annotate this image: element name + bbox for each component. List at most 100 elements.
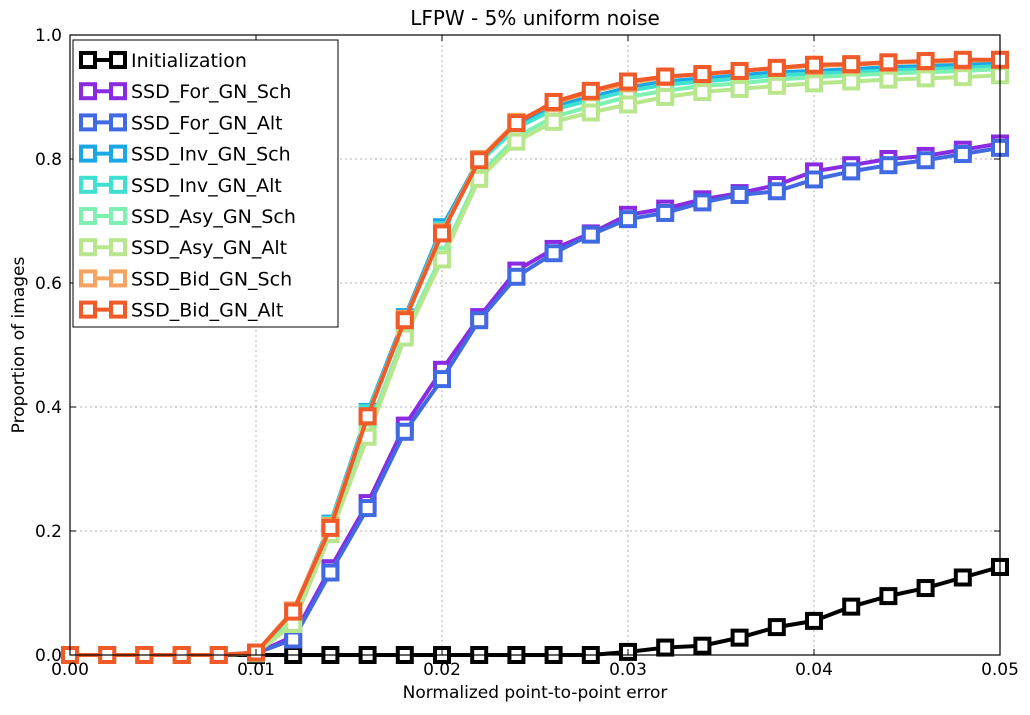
data-point [730,185,749,204]
data-point [433,224,451,243]
data-point [581,103,600,122]
legend-label: SSD_Asy_GN_Alt [131,237,287,259]
data-point [730,79,749,98]
data-point [433,370,451,389]
data-point [767,182,786,201]
data-point [842,162,861,181]
data-point [284,602,303,621]
data-point [470,169,489,188]
legend-item: Initialization [79,50,247,72]
data-point [284,630,303,649]
legend-marker [109,300,127,319]
data-point [879,587,898,606]
legend-marker [109,113,127,132]
data-point [916,151,935,170]
data-point [395,422,414,441]
legend-marker [109,207,127,225]
legend-marker [109,144,127,163]
data-point [693,65,712,84]
data-point [879,156,898,175]
data-point [544,112,563,131]
data-point [842,597,861,616]
data-point [507,267,526,286]
data-point [656,67,675,86]
legend: Initialization SSD_For_GN_Sch SSD_For_GN_A… [72,39,339,328]
data-point [358,499,377,518]
x-axis-label: Normalized point-to-point error [403,683,668,703]
legend-item: SSD_Bid_GN_Sch [79,268,292,290]
data-point [656,88,675,106]
data-point [358,407,377,426]
plot-frame [69,34,1001,656]
legend-marker [109,175,127,194]
legend-item: SSD_Inv_GN_Alt [79,175,282,197]
legend-label: SSD_Asy_GN_Sch [131,206,296,228]
data-point [953,68,972,87]
legend-marker [109,82,127,101]
y-axis-label: Proportion of images [9,257,29,434]
data-point [805,55,823,74]
x-tick-label: 0.05 [981,660,1019,680]
data-point [619,95,637,114]
data-point [507,114,526,133]
data-point [656,203,675,222]
legend-marker [79,269,97,288]
data-point [544,244,563,263]
data-point [953,145,972,164]
y-tick-label: 1.0 [35,26,62,46]
data-point [693,636,712,655]
data-point [656,638,675,657]
data-point [805,74,823,93]
legend-marker [109,238,127,257]
legend-marker [109,51,127,69]
data-point [470,311,489,330]
y-axis-ticks: 0.0 0.2 0.4 0.6 0.8 1.0 [35,26,1000,666]
legend-label: SSD_For_GN_Alt [131,112,283,134]
data-point [619,72,637,91]
y-tick-label: 0.0 [35,646,62,666]
legend-item: SSD_Inv_GN_Sch [79,144,291,166]
grid-lines [70,35,1000,655]
x-tick-label: 0.03 [609,660,647,680]
data-point [805,170,823,189]
legend-label: SSD_Bid_GN_Sch [131,268,292,290]
legend-marker [109,269,127,288]
data-point [879,70,898,89]
legend-marker [79,82,97,101]
legend-label: SSD_Inv_GN_Sch [131,144,291,166]
y-tick-label: 0.2 [35,522,62,542]
legend-item: SSD_Asy_GN_Alt [79,237,287,259]
legend-item: SSD_Bid_GN_Alt [79,300,283,322]
legend-item: SSD_For_GN_Alt [79,112,283,134]
data-point [953,568,972,587]
data-point [544,92,563,111]
legend-marker [79,207,97,225]
legend-marker [79,113,97,132]
data-point [767,76,786,95]
data-point [581,81,600,100]
data-point [693,83,712,102]
x-tick-label: 0.00 [51,660,89,680]
legend-marker [79,300,97,319]
data-point [767,618,786,637]
data-point [581,225,600,244]
x-axis-ticks: 0.00 0.01 0.02 0.03 0.04 0.05 [51,35,1019,680]
data-point [767,58,786,77]
data-point [321,518,340,537]
chart-title: LFPW - 5% uniform noise [410,6,660,30]
data-point [916,52,935,71]
x-tick-label: 0.01 [237,660,275,680]
y-tick-label: 0.4 [35,398,62,418]
legend-label: Initialization [131,50,247,72]
legend-marker [79,51,97,69]
data-point [916,69,935,88]
legend-marker [79,238,97,257]
data-point [470,151,489,170]
data-point [321,563,340,582]
legend-item: SSD_For_GN_Sch [79,81,291,103]
data-point [842,55,861,74]
data-point [693,193,712,212]
legend-item: SSD_Asy_GN_Sch [79,206,296,228]
data-point [805,611,823,630]
